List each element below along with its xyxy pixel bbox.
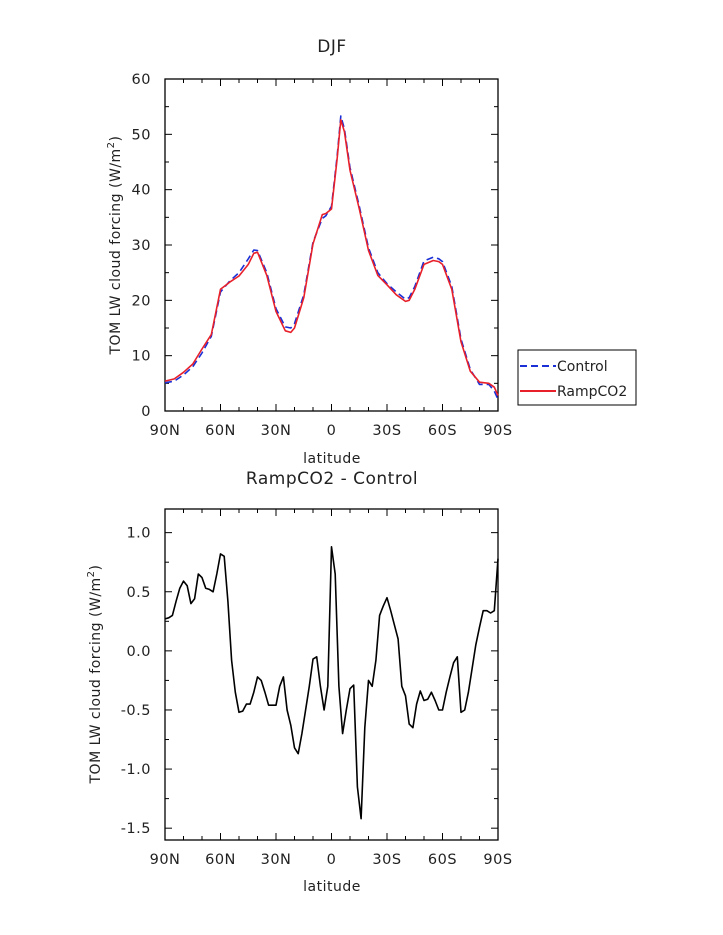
- y-tick-label: -1.5: [121, 821, 151, 837]
- x-tick-label: 90N: [150, 852, 181, 868]
- x-tick-label: 30S: [372, 423, 401, 439]
- y-axis-label-tail: ): [88, 564, 104, 570]
- series-line-difference: [164, 545, 499, 820]
- x-ticks: 90N 60N 30N 0 30S 60S 90S: [150, 79, 512, 439]
- legend: Control RampCO2: [517, 349, 637, 406]
- y-tick-label: 10: [132, 349, 151, 365]
- y-axis-label-main: TOM LW cloud forcing (W/m: [88, 577, 104, 784]
- legend-label-control: Control: [557, 359, 608, 375]
- y-tick-label: 1.0: [126, 526, 151, 542]
- y-tick-label: 40: [132, 183, 151, 199]
- y-tick-label: 30: [132, 238, 151, 254]
- y-axis-label: TOM LW cloud forcing (W/m2): [106, 135, 124, 355]
- x-tick-label: 30S: [372, 852, 401, 868]
- x-tick-label: 60N: [205, 423, 236, 439]
- y-ticks: 1.0 0.5 0.0 -0.5 -1.0 -1.5: [121, 526, 498, 837]
- panel-difference: RampCO2 - Control 90N 60N 30N 0 30S 60S 90S 1.…: [86, 469, 512, 895]
- x-tick-label: 90S: [483, 852, 512, 868]
- x-tick-label: 0: [327, 852, 337, 868]
- y-axis-label: TOM LW cloud forcing (W/m2): [86, 564, 104, 784]
- y-tick-label: 20: [132, 293, 151, 309]
- panel-djf: DJF 90N 60N 30N 0 30S 60S 90S 0 10 20 30 40 50 60 la…: [106, 37, 637, 467]
- x-tick-label: 60S: [428, 423, 457, 439]
- chart-title: DJF: [317, 37, 346, 57]
- legend-label-rampco2: RampCO2: [557, 384, 627, 400]
- x-tick-label: 0: [327, 423, 337, 439]
- y-tick-label: 0.0: [126, 644, 151, 660]
- chart-title: RampCO2 - Control: [246, 469, 418, 489]
- y-axis-label-tail: ): [108, 135, 124, 141]
- x-tick-label: 30N: [261, 423, 292, 439]
- x-tick-label: 60N: [205, 852, 236, 868]
- plot-frame: [164, 78, 499, 412]
- x-axis-label: latitude: [303, 879, 361, 895]
- y-tick-label: -0.5: [121, 703, 151, 719]
- series-lines: [164, 115, 499, 400]
- y-axis-label-sup: 2: [106, 141, 117, 148]
- x-tick-label: 90N: [150, 423, 181, 439]
- y-tick-label: 60: [132, 72, 151, 88]
- legend-box: [517, 349, 637, 406]
- y-ticks: 0 10 20 30 40 50 60: [132, 72, 498, 420]
- x-ticks: 90N 60N 30N 0 30S 60S 90S: [150, 509, 512, 868]
- x-tick-label: 30N: [261, 852, 292, 868]
- y-axis-label-main: TOM LW cloud forcing (W/m: [108, 148, 124, 355]
- y-tick-label: 0.5: [126, 585, 151, 601]
- x-tick-label: 90S: [483, 423, 512, 439]
- y-tick-label: -1.0: [121, 762, 151, 778]
- y-axis-label-sup: 2: [86, 570, 97, 577]
- series-lines: [164, 545, 499, 820]
- x-axis-label: latitude: [303, 451, 361, 467]
- series-line-rampco2: [164, 119, 499, 396]
- y-tick-label: 50: [132, 127, 151, 143]
- y-tick-label: 0: [141, 404, 151, 420]
- series-line-control: [164, 115, 499, 400]
- x-tick-label: 60S: [428, 852, 457, 868]
